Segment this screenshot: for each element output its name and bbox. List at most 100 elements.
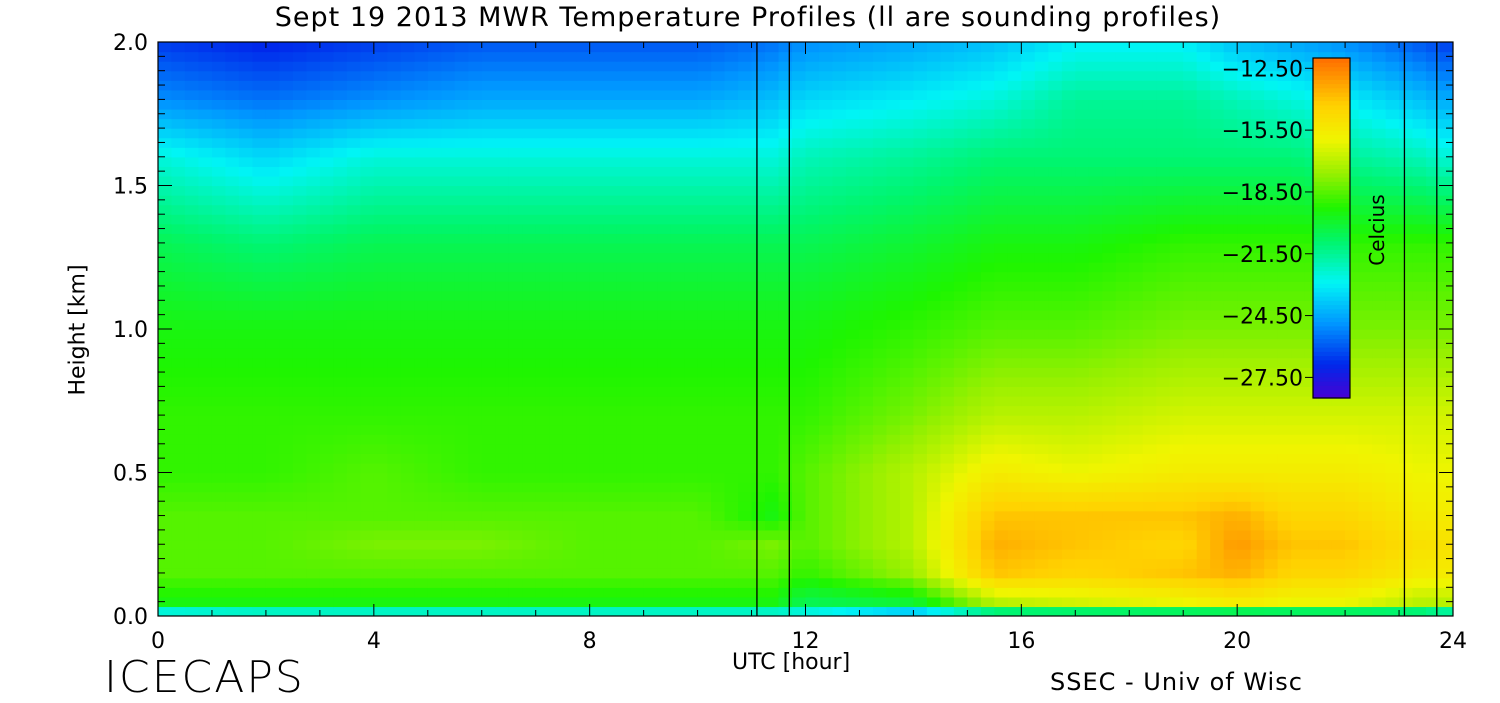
heatmap-cell [225, 147, 240, 158]
heatmap-cell [427, 137, 442, 148]
heatmap-cell [252, 338, 267, 349]
heatmap-cell [1061, 415, 1076, 426]
heatmap-cell [333, 443, 348, 454]
heatmap-cell [1007, 568, 1022, 579]
heatmap-cell [1129, 577, 1144, 588]
heatmap-cell [643, 472, 658, 483]
heatmap-cell [562, 252, 577, 263]
heatmap-cell [265, 587, 281, 598]
heatmap-cell [792, 214, 807, 225]
heatmap-cell [1196, 587, 1211, 598]
heatmap-cell [953, 348, 968, 359]
heatmap-cell [1169, 367, 1184, 378]
heatmap-cell [765, 367, 780, 378]
heatmap-cell [1277, 128, 1292, 139]
heatmap-cell [306, 482, 321, 493]
heatmap-cell [1088, 491, 1103, 502]
heatmap-cell [765, 606, 780, 616]
heatmap-cell [1385, 462, 1400, 474]
heatmap-cell [630, 290, 645, 301]
heatmap-cell [319, 300, 334, 311]
heatmap-cell [630, 462, 645, 474]
heatmap-cell [1345, 214, 1360, 225]
heatmap-cell [859, 195, 874, 206]
heatmap-cell [454, 338, 469, 349]
heatmap-cell [265, 252, 281, 263]
heatmap-cell [252, 300, 267, 311]
heatmap-cell [697, 319, 712, 330]
heatmap-cell [1088, 357, 1103, 368]
heatmap-cell [603, 491, 618, 502]
heatmap-cell [818, 204, 834, 215]
heatmap-cell [1142, 606, 1157, 616]
heatmap-cell [859, 510, 874, 521]
heatmap-cell [913, 319, 928, 330]
heatmap-cell [1129, 367, 1144, 378]
heatmap-cell [400, 329, 415, 340]
heatmap-cell [360, 376, 375, 387]
heatmap-cell [549, 128, 564, 139]
heatmap-cell [1223, 300, 1238, 311]
heatmap-cell [1372, 166, 1387, 177]
heatmap-cell [225, 472, 240, 483]
heatmap-cell [373, 223, 388, 234]
heatmap-cell [292, 462, 307, 474]
heatmap-cell [1034, 558, 1049, 569]
heatmap-cell [576, 482, 591, 493]
heatmap-cell [1439, 233, 1453, 244]
heatmap-cell [1061, 558, 1076, 569]
heatmap-cell [1142, 329, 1157, 340]
heatmap-cell [697, 596, 712, 608]
heatmap-cell [373, 539, 388, 550]
heatmap-cell [616, 501, 631, 512]
heatmap-cell [1426, 319, 1441, 330]
heatmap-cell [238, 281, 254, 292]
heatmap-cell [387, 501, 402, 512]
heatmap-cell [886, 434, 901, 445]
heatmap-cell [508, 262, 523, 273]
heatmap-cell [994, 482, 1009, 493]
heatmap-cell [818, 309, 834, 321]
heatmap-cell [1210, 204, 1225, 215]
heatmap-cell [1183, 596, 1198, 608]
heatmap-cell [171, 242, 186, 254]
heatmap-cell [292, 214, 307, 225]
heatmap-cell [1277, 501, 1292, 512]
heatmap-cell [1412, 242, 1427, 254]
heatmap-cell [1034, 195, 1049, 206]
heatmap-cell [1088, 510, 1103, 521]
heatmap-cell [522, 606, 537, 616]
heatmap-cell [158, 491, 173, 502]
heatmap-cell [697, 606, 712, 616]
heatmap-cell [953, 367, 968, 378]
heatmap-cell [1061, 290, 1076, 301]
heatmap-cell [1304, 348, 1319, 359]
heatmap-cell [845, 204, 861, 215]
heatmap-cell [265, 175, 281, 187]
heatmap-cell [994, 156, 1009, 167]
heatmap-cell [859, 501, 874, 512]
heatmap-cell [1291, 462, 1306, 474]
heatmap-cell [1250, 281, 1265, 292]
heatmap-cell [319, 520, 334, 531]
heatmap-cell [805, 405, 820, 416]
heatmap-cell [684, 472, 699, 483]
heatmap-cell [1102, 300, 1117, 311]
heatmap-cell [1196, 118, 1211, 129]
heatmap-cell [1412, 300, 1427, 311]
heatmap-cell [184, 520, 200, 531]
heatmap-cell [400, 128, 415, 139]
heatmap-cell [845, 462, 861, 474]
heatmap-cell [913, 367, 928, 378]
heatmap-cell [1412, 453, 1427, 464]
heatmap-cell [279, 223, 294, 234]
heatmap-cell [724, 415, 739, 426]
heatmap-cell [238, 415, 254, 426]
heatmap-cell [265, 453, 281, 464]
heatmap-cell [1169, 271, 1184, 282]
heatmap-cell [1399, 281, 1414, 292]
heatmap-cell [1345, 482, 1360, 493]
heatmap-cell [171, 166, 186, 177]
heatmap-cell [832, 137, 847, 148]
heatmap-cell [940, 587, 955, 598]
